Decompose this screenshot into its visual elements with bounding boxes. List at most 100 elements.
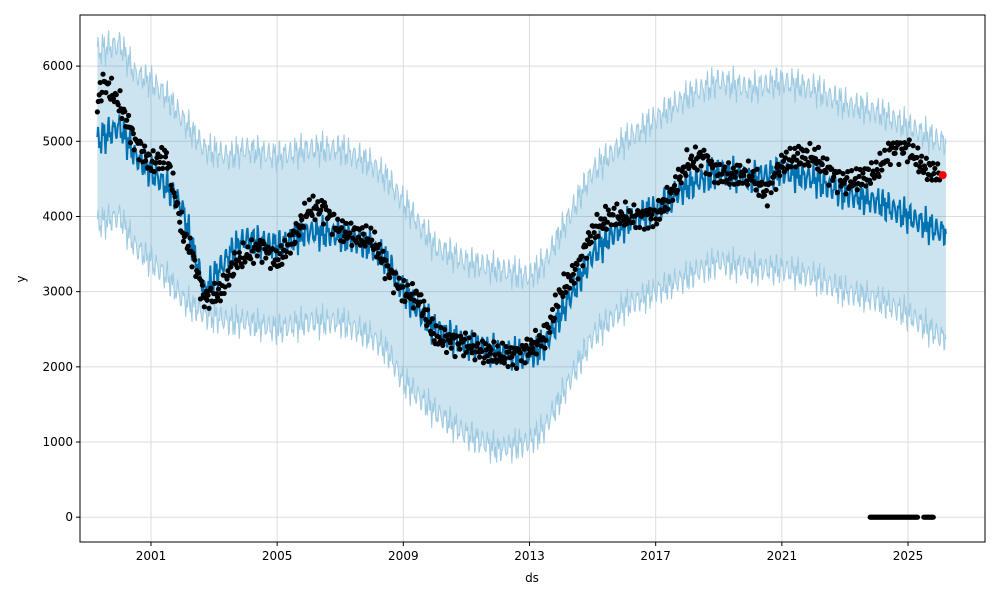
actual-point [815, 144, 822, 150]
actual-point [684, 147, 690, 153]
actual-point [275, 257, 281, 263]
actual-point [761, 192, 768, 198]
actual-point [205, 292, 211, 298]
actual-point [834, 189, 840, 196]
actual-points [94, 71, 947, 520]
actual-point [608, 222, 614, 228]
actual-point [931, 170, 937, 177]
actual-point [347, 230, 353, 236]
actual-point [674, 187, 681, 193]
actual-point [546, 325, 552, 331]
actual-point [197, 296, 204, 302]
actual-point [204, 297, 210, 303]
actual-point [396, 275, 402, 281]
actual-point [670, 197, 676, 203]
actual-point [143, 158, 149, 164]
actual-point [583, 255, 590, 261]
actual-point [228, 264, 234, 270]
actual-point [454, 333, 460, 339]
actual-point [580, 263, 586, 269]
actual-point [199, 282, 205, 288]
actual-point [867, 180, 874, 186]
actual-point [727, 175, 734, 181]
actual-point [901, 150, 907, 156]
actual-point [783, 149, 789, 155]
actual-point [206, 305, 212, 311]
actual-point [385, 263, 391, 269]
actual-point [552, 292, 558, 298]
actual-point [460, 353, 467, 359]
actual-point [278, 243, 284, 249]
actual-point [854, 187, 860, 193]
actual-point [177, 219, 183, 225]
actual-point [362, 243, 368, 249]
actual-point [160, 165, 166, 172]
actual-point [495, 343, 501, 349]
actual-point [806, 163, 812, 169]
actual-point [930, 160, 936, 166]
actual-point [136, 157, 142, 163]
actual-point [889, 145, 895, 151]
actual-point [935, 161, 941, 167]
x-tick-label: 2025 [893, 549, 924, 563]
actual-point [922, 166, 928, 172]
actual-point [929, 177, 935, 183]
actual-point [310, 193, 316, 199]
x-tick-label: 2005 [262, 549, 293, 563]
actual-point [192, 257, 198, 263]
actual-point [240, 240, 246, 246]
actual-point [141, 148, 147, 154]
actual-point [560, 293, 566, 300]
actual-point [413, 288, 419, 294]
actual-point [338, 225, 345, 231]
actual-point [877, 150, 883, 156]
actual-point [890, 140, 896, 146]
actual-point [884, 158, 891, 164]
y-tick-label: 5000 [42, 134, 73, 148]
actual-point [189, 264, 195, 270]
actual-point [263, 255, 269, 261]
actual-point [457, 346, 463, 352]
actual-point [754, 166, 760, 172]
actual-point [265, 244, 271, 250]
actual-point [402, 298, 408, 304]
actual-point [874, 166, 880, 173]
y-tick-label: 6000 [42, 59, 73, 73]
actual-point [113, 92, 119, 98]
actual-point [857, 166, 863, 173]
actual-point [483, 347, 489, 353]
actual-point [172, 194, 178, 200]
actual-point [360, 231, 366, 237]
actual-point [708, 158, 715, 164]
actual-point [245, 244, 251, 250]
actual-point [843, 191, 849, 197]
actual-point [583, 243, 589, 250]
actual-point [354, 239, 360, 245]
actual-point [802, 155, 808, 162]
actual-point [306, 197, 312, 203]
actual-point [242, 259, 248, 265]
actual-point [863, 183, 869, 189]
actual-point [254, 253, 260, 259]
actual-point [777, 173, 783, 179]
actual-point [267, 265, 274, 272]
actual-point [180, 238, 187, 244]
actual-point [905, 141, 911, 148]
actual-point [433, 323, 439, 329]
actual-point [175, 200, 181, 206]
actual-point [915, 145, 921, 151]
lower-bound-line [96, 203, 947, 464]
actual-point [918, 153, 925, 159]
actual-point [744, 182, 751, 188]
actual-point [611, 205, 617, 211]
actual-point [375, 250, 382, 257]
actual-point [253, 241, 259, 247]
actual-point [631, 202, 637, 208]
actual-point [225, 268, 231, 274]
actual-point [844, 175, 850, 181]
actual-point [488, 346, 494, 353]
actual-point [198, 278, 205, 284]
actual-point [171, 189, 177, 196]
actual-point [630, 219, 636, 225]
